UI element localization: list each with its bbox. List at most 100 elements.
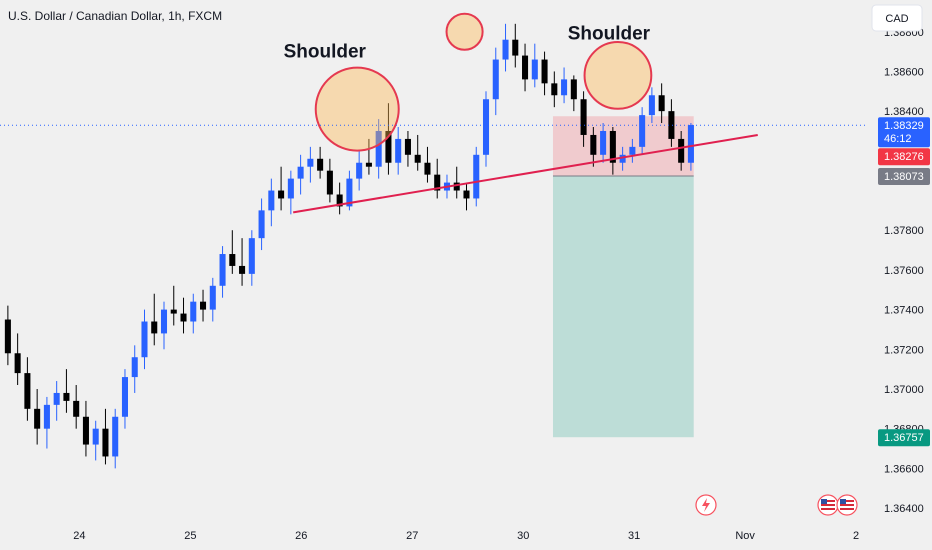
- candle-body[interactable]: [678, 138, 685, 163]
- candle-body[interactable]: [600, 130, 607, 155]
- candle-body[interactable]: [522, 55, 529, 80]
- candle-body[interactable]: [609, 130, 616, 163]
- price-tag-countdown: 46:12: [884, 133, 912, 145]
- candle-body[interactable]: [453, 182, 460, 191]
- y-tick-label: 1.36400: [884, 503, 924, 515]
- candle-body[interactable]: [629, 146, 636, 155]
- x-tick-label: 24: [73, 530, 85, 542]
- candle-body[interactable]: [63, 392, 70, 401]
- candle-body[interactable]: [317, 158, 324, 171]
- candle-body[interactable]: [551, 83, 558, 96]
- x-tick-label: 26: [295, 530, 307, 542]
- candle-body[interactable]: [424, 162, 431, 175]
- candle-body[interactable]: [356, 162, 363, 179]
- pattern-label: Shoulder: [284, 42, 367, 63]
- candle-body[interactable]: [131, 357, 138, 378]
- candle-body[interactable]: [502, 39, 509, 60]
- currency-button[interactable]: CAD: [871, 4, 923, 32]
- candle-body[interactable]: [14, 353, 21, 374]
- candle-body[interactable]: [24, 373, 31, 409]
- candle-body[interactable]: [482, 99, 490, 155]
- candle-body[interactable]: [151, 321, 158, 334]
- candle-body[interactable]: [239, 265, 246, 274]
- candle-body[interactable]: [434, 174, 441, 191]
- candle-body[interactable]: [687, 125, 694, 163]
- candle-body[interactable]: [326, 170, 333, 195]
- chart-title: U.S. Dollar / Canadian Dollar, 1h, FXCM: [8, 9, 222, 23]
- candle-body[interactable]: [473, 154, 480, 199]
- candle-body[interactable]: [307, 158, 314, 167]
- candle-body[interactable]: [73, 400, 80, 417]
- plot-background: [0, 0, 866, 516]
- lightning-icon[interactable]: [695, 494, 717, 516]
- y-tick-label: 1.36600: [884, 463, 924, 475]
- candle-body[interactable]: [580, 99, 587, 135]
- candle-body[interactable]: [229, 254, 236, 266]
- candle-body[interactable]: [492, 59, 499, 100]
- us-flag-event-icon-2[interactable]: [836, 494, 858, 516]
- short-position[interactable]: [552, 116, 694, 438]
- candle-body[interactable]: [463, 190, 470, 199]
- candle-body[interactable]: [53, 392, 60, 405]
- y-tick-label: 1.38600: [884, 66, 924, 78]
- candle-body[interactable]: [248, 238, 255, 274]
- candle-body[interactable]: [648, 95, 655, 116]
- candle-body[interactable]: [278, 190, 285, 199]
- candle-body[interactable]: [268, 190, 275, 211]
- price-axis-background: [866, 0, 932, 550]
- candle-body[interactable]: [4, 319, 11, 354]
- x-tick-label: 30: [517, 530, 529, 542]
- candle-body[interactable]: [668, 111, 675, 139]
- candle-body[interactable]: [658, 95, 665, 112]
- neckline[interactable]: [293, 133, 758, 214]
- candle-body[interactable]: [287, 178, 294, 199]
- candle-body[interactable]: [219, 254, 226, 286]
- candle-body[interactable]: [82, 416, 89, 445]
- candle-body[interactable]: [102, 428, 109, 457]
- candle-body[interactable]: [414, 154, 421, 163]
- candle-body[interactable]: [160, 309, 168, 334]
- candle-body[interactable]: [297, 166, 304, 179]
- candle-body[interactable]: [531, 59, 538, 80]
- candle-body[interactable]: [121, 377, 128, 417]
- candle-body[interactable]: [258, 210, 265, 239]
- take-profit-zone[interactable]: [552, 176, 694, 438]
- candle-body[interactable]: [92, 428, 99, 445]
- y-tick-label: 1.37400: [884, 305, 924, 317]
- candle-body[interactable]: [336, 194, 343, 207]
- candle-body[interactable]: [404, 138, 411, 155]
- x-tick-label: 2: [853, 530, 859, 542]
- candle-body[interactable]: [385, 130, 392, 163]
- candle-body[interactable]: [541, 59, 548, 84]
- candle-body[interactable]: [346, 178, 353, 207]
- candle-body[interactable]: [375, 130, 382, 167]
- candle-body[interactable]: [180, 313, 187, 322]
- candle-body[interactable]: [112, 416, 119, 457]
- candlestick-series[interactable]: [4, 23, 694, 469]
- candle-body[interactable]: [395, 138, 402, 163]
- time-axis-background: [0, 516, 932, 550]
- candle-body[interactable]: [43, 404, 50, 429]
- candle-body[interactable]: [619, 154, 626, 163]
- candle-body[interactable]: [170, 309, 177, 314]
- candle-body[interactable]: [141, 321, 148, 358]
- candle-body[interactable]: [570, 79, 577, 100]
- pattern-circle: [314, 66, 400, 152]
- price-tag: [878, 168, 930, 186]
- candle-body[interactable]: [209, 285, 216, 310]
- candle-body[interactable]: [512, 39, 519, 56]
- currency-button-label: CAD: [885, 13, 908, 25]
- price-tag-label: 1.38276: [884, 151, 924, 163]
- us-flag-event-icon[interactable]: [817, 494, 839, 516]
- candle-body[interactable]: [561, 79, 568, 96]
- candle-body[interactable]: [365, 162, 372, 167]
- candle-body[interactable]: [590, 134, 597, 155]
- candle-body[interactable]: [200, 301, 207, 310]
- y-tick-label: 1.37200: [884, 344, 924, 356]
- x-tick-label: 27: [406, 530, 418, 542]
- candle-body[interactable]: [190, 301, 197, 322]
- candle-body[interactable]: [639, 115, 646, 147]
- candle-body[interactable]: [34, 408, 41, 429]
